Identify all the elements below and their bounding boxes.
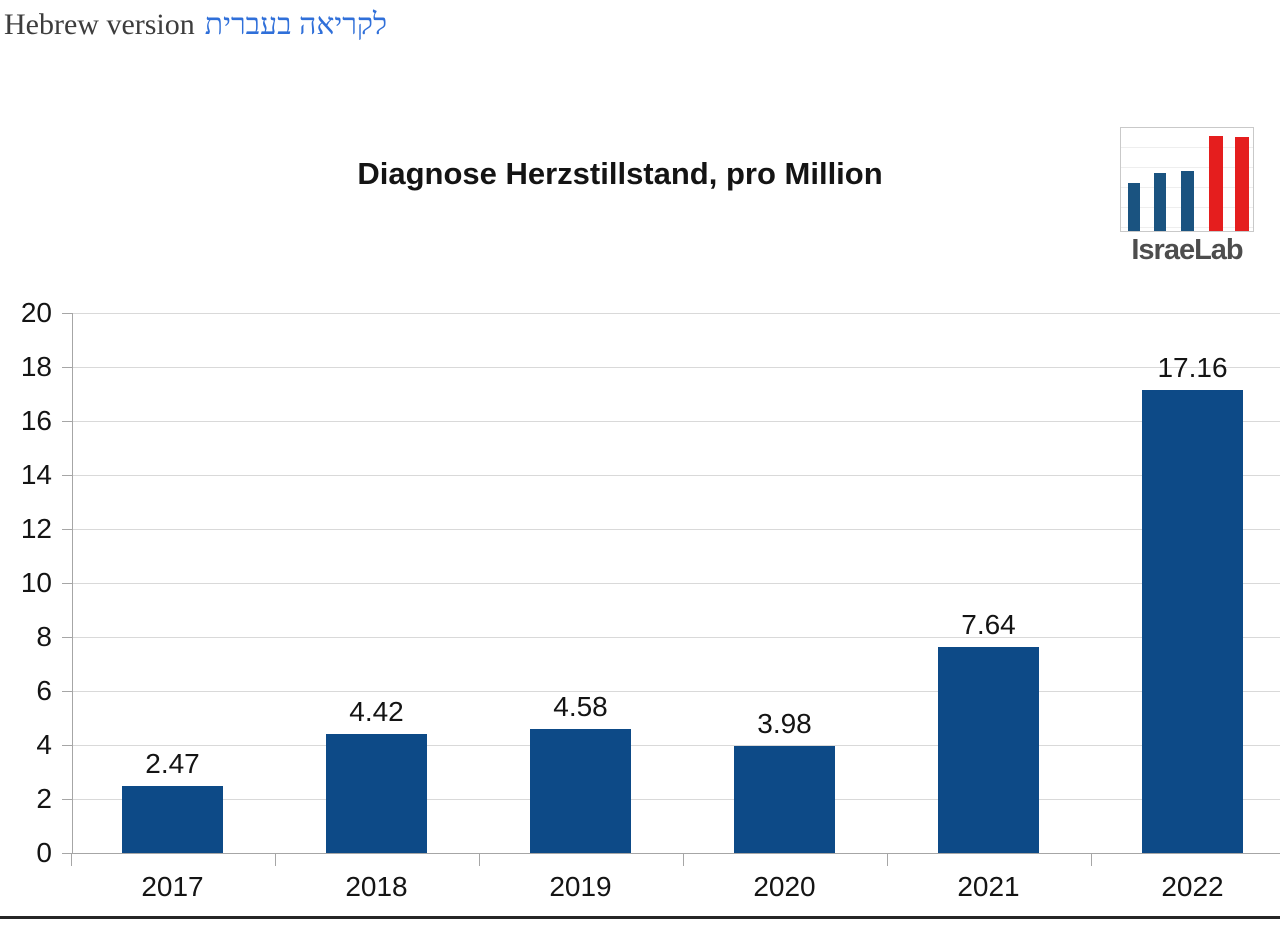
y-axis-tick [62,421,72,422]
y-axis-tick [62,313,72,314]
bar-value-label: 17.16 [1157,351,1228,383]
y-axis-label: 18 [20,351,52,382]
gridline [72,691,1280,692]
logo-bar [1209,136,1223,231]
header: Hebrew version לקריאה בעברית [4,8,387,42]
header-text: Hebrew version [4,8,195,41]
logo-bar [1181,171,1194,231]
gridline [72,313,1280,314]
y-axis-tick [62,583,72,584]
x-axis-label: 2017 [141,871,204,902]
x-axis-label: 2020 [753,871,816,902]
x-axis-label: 2018 [345,871,408,902]
x-axis-line [62,853,1280,854]
israelab-logo-text: IsraeLab [1131,234,1243,266]
y-axis-label: 8 [36,621,52,652]
y-axis-label: 4 [36,729,52,760]
y-axis-label: 6 [36,675,52,706]
y-axis-label: 20 [20,297,52,328]
x-axis-tick [70,853,72,866]
x-axis-label: 2019 [549,871,612,902]
gridline [72,475,1280,476]
bar-2021 [938,646,1039,853]
gridline [72,529,1280,530]
bar-2019 [530,729,631,853]
logo-bar [1128,183,1140,231]
y-axis-label: 12 [20,513,52,544]
bar-value-label: 4.58 [553,691,608,723]
y-axis-label: 14 [20,459,52,490]
gridline [72,367,1280,368]
x-axis-tick [886,853,888,866]
y-axis-label: 2 [36,783,52,814]
x-axis-tick [274,853,276,866]
logo-bar [1154,173,1166,231]
y-axis-tick [62,637,72,638]
y-axis-label: 0 [36,837,52,868]
bar-2017 [122,786,223,853]
bar-2020 [734,745,835,853]
y-axis-tick [62,691,72,692]
hebrew-version-link[interactable]: לקריאה בעברית [204,8,388,41]
y-axis-tick [62,529,72,530]
chart-title: Diagnose Herzstillstand, pro Million [357,156,883,191]
bar-value-label: 7.64 [961,608,1016,640]
x-axis-tick [478,853,480,866]
gridline [72,799,1280,800]
bar-value-label: 2.47 [145,748,200,780]
x-axis-tick [682,853,684,866]
x-axis-label: 2021 [957,871,1020,902]
gridline [72,421,1280,422]
israelab-logo-barchart-icon [1120,127,1254,232]
y-axis-line [72,313,73,853]
x-axis-tick [1090,853,1092,866]
bar-value-label: 4.42 [349,695,404,727]
y-axis-tick [62,745,72,746]
bottom-divider [0,916,1280,919]
bar-2022 [1142,389,1243,853]
israelab-logo: IsraeLab [1120,127,1254,267]
y-axis-label: 16 [20,405,52,436]
bar-value-label: 3.98 [757,707,812,739]
y-axis-tick [62,475,72,476]
gridline [72,637,1280,638]
y-axis-label: 10 [20,567,52,598]
y-axis-tick [62,799,72,800]
logo-bar [1235,137,1249,231]
y-axis-tick [62,367,72,368]
x-axis-label: 2022 [1161,871,1224,902]
gridline [72,745,1280,746]
bar-2018 [326,733,427,853]
gridline [72,583,1280,584]
